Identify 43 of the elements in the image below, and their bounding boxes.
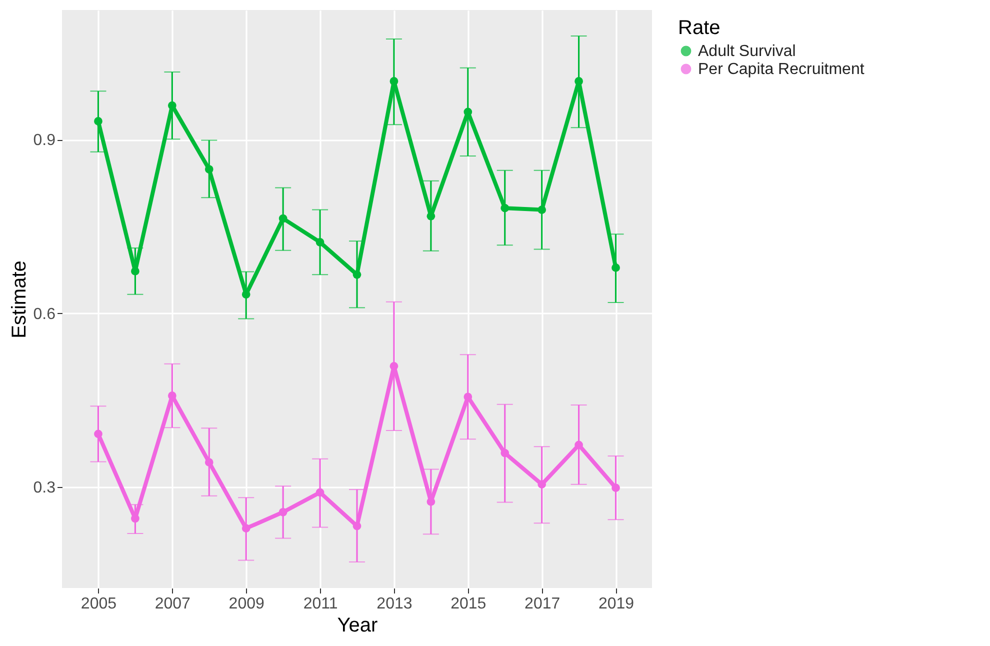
point [538, 206, 546, 214]
point [204, 458, 214, 466]
point [574, 77, 583, 86]
point [278, 214, 288, 223]
point [316, 488, 324, 497]
point [168, 392, 176, 400]
point [278, 508, 288, 516]
x-tick-label: 2005 [80, 596, 117, 612]
legend-label: Per Capita Recruitment [698, 61, 865, 78]
point [242, 290, 250, 299]
point [242, 524, 250, 533]
point [352, 522, 362, 530]
point [94, 430, 102, 438]
x-tick-label: 2009 [228, 596, 264, 612]
legend-label: Adult Survival [698, 43, 796, 60]
point [204, 165, 214, 174]
y-tick-label: 0.9 [33, 132, 56, 150]
point [352, 270, 362, 279]
point [168, 101, 176, 110]
legend-title: Rate [678, 17, 720, 39]
x-tick-label: 2011 [303, 596, 338, 612]
y-axis-title: Estimate [8, 260, 30, 338]
x-tick-label: 2013 [376, 596, 412, 612]
x-tick-label: 2017 [524, 596, 560, 612]
x-tick-label: 2019 [598, 596, 634, 612]
x-tick-label: 2007 [154, 596, 191, 612]
y-tick-label: 0.6 [33, 306, 56, 323]
point [426, 498, 436, 506]
point [390, 362, 398, 370]
point [612, 264, 620, 272]
point [390, 77, 398, 86]
point [538, 480, 546, 489]
x-tick-label: 2015 [450, 596, 486, 612]
point [500, 448, 510, 458]
point [612, 484, 620, 492]
point [316, 238, 324, 246]
point [131, 267, 140, 276]
point [500, 204, 510, 212]
point [94, 117, 102, 126]
point [426, 212, 436, 220]
y-tick-label: 0.3 [33, 480, 56, 497]
x-axis-title: Year [337, 614, 378, 636]
point [574, 440, 583, 450]
